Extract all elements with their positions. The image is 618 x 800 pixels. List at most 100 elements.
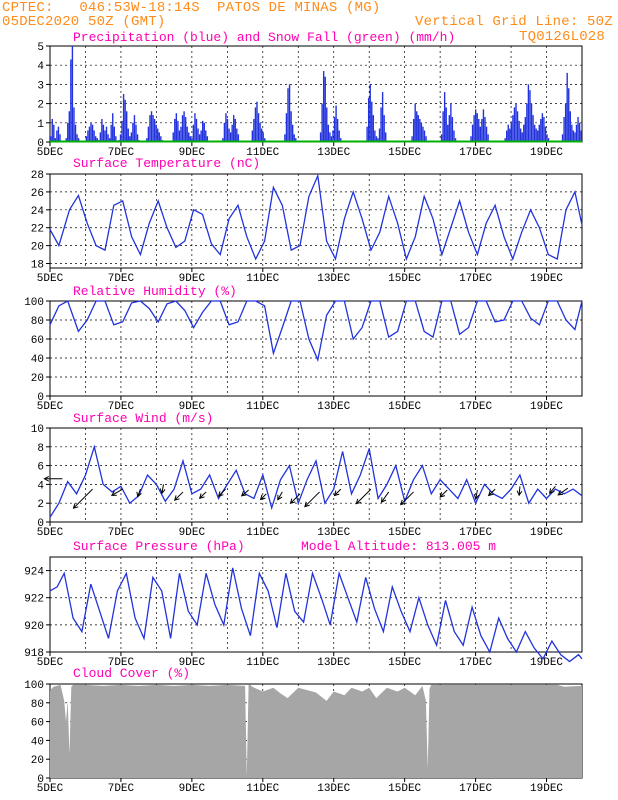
precip-bar [174,118,176,142]
precip-bar [569,111,571,142]
precip-xtick-label: 19DEC [530,147,563,159]
precip-bar [175,113,178,142]
precip-bar [285,113,288,142]
rh-ytick-label: 0 [37,392,44,404]
precip-bar [206,136,209,142]
precip-bar [443,92,446,142]
precip-bar [448,115,451,142]
precip-bar [85,136,88,142]
precip-xtick-label: 5DEC [37,147,64,159]
precip-bar [481,118,483,142]
wind-vector-arrow [381,491,390,503]
precip-bar [226,118,229,142]
precip-ytick-label: 3 [37,80,44,92]
precip-bar [287,88,289,142]
pres-xtick-label: 19DEC [530,657,563,669]
precip-bar [440,134,443,142]
cloud-ytick-label: 20 [31,755,44,767]
precip-bar [93,130,95,142]
precip-bar [150,111,153,142]
precip-bar [543,117,545,142]
precip-frame [49,45,583,143]
wind-vector-arrow [290,493,301,504]
wind-xtick-label: 7DEC [108,527,135,539]
rh-xtick-label: 15DEC [388,401,421,413]
precip-bar [478,118,480,142]
wind-xtick-label: 13DEC [317,527,350,539]
precip-bar [113,126,115,142]
precip-bar [71,46,74,142]
precip-bar [532,115,534,142]
precip-bar [538,124,540,142]
precip-bar [104,130,106,142]
wind-vector-arrow [199,491,207,499]
wind-vector-arrowhead [173,495,180,501]
precip-bar [544,126,547,142]
precip-bar [157,128,159,142]
precip-ytick-label: 1 [37,119,44,131]
pres-xtick-label: 15DEC [388,657,421,669]
precip-bar [546,134,548,142]
precip-ytick-label: 5 [37,42,44,54]
precip-bar [290,111,292,142]
precip-bar [487,134,489,142]
precip-bar [146,138,148,142]
precip-bar [177,120,179,142]
precip-bar [526,103,528,142]
precip-bar [321,103,323,142]
temp-ytick-label: 26 [31,188,44,200]
precip-bar [329,132,331,142]
temp-xtick-label: 13DEC [317,273,350,285]
precip-bar [153,118,156,142]
precip-bar [67,122,69,142]
temp-xtick-label: 17DEC [459,273,492,285]
precip-bar [108,138,111,142]
precip-bar [561,134,564,142]
wind-vector-arrowhead [380,497,387,504]
precip-bar [383,115,385,142]
precip-ytick-label: 2 [37,100,44,112]
precip-bar [527,84,530,142]
wind-vector-arrowhead [217,491,224,497]
wind-vector-arrowhead [516,490,523,497]
rh-xtick-label: 11DEC [246,401,279,413]
precip-bar [519,128,522,142]
precip-bar [189,136,191,142]
temp-xtick-label: 11DEC [246,273,279,285]
precip-bar [228,128,230,142]
rh-ytick-label: 100 [24,297,44,309]
cloud-xtick-label: 5DEC [37,783,64,795]
precip-bar [333,117,336,142]
wind-vector-arrow [73,488,93,509]
precip-bar [192,124,195,142]
temp-series-line [49,173,583,262]
precip-bar [94,136,97,142]
temp-xtick-label: 9DEC [179,273,206,285]
temp-frame [49,173,583,269]
precip-bar [136,134,139,142]
rh-ytick-label: 80 [31,316,44,328]
precip-bar [102,124,105,142]
precip-ytick-label: 4 [37,61,44,73]
precip-bar [324,76,326,142]
precip-bar [178,130,181,142]
precip-bar [369,84,371,142]
header-station: CPTEC: 046:53W-18:14S PATOS DE MINAS (MG… [2,0,381,16]
precip-bar [257,113,260,142]
precip-bar [322,70,325,142]
precip-bar [414,103,416,142]
wind-xtick-label: 5DEC [37,527,64,539]
precip-bar [473,115,475,142]
precip-bar [367,97,370,142]
wind-vector-arrow [355,488,372,505]
precip-bar [284,134,286,142]
wind-vector-arrowhead [136,491,142,498]
precip-bar [130,132,133,142]
precip-bar [371,101,373,142]
precip-bar [181,115,184,142]
pres-xtick-label: 13DEC [317,657,350,669]
precip-bar [482,109,485,142]
wind-vector-arrowhead [277,494,283,501]
precip-bar [54,138,57,142]
precip-bar [88,126,91,142]
